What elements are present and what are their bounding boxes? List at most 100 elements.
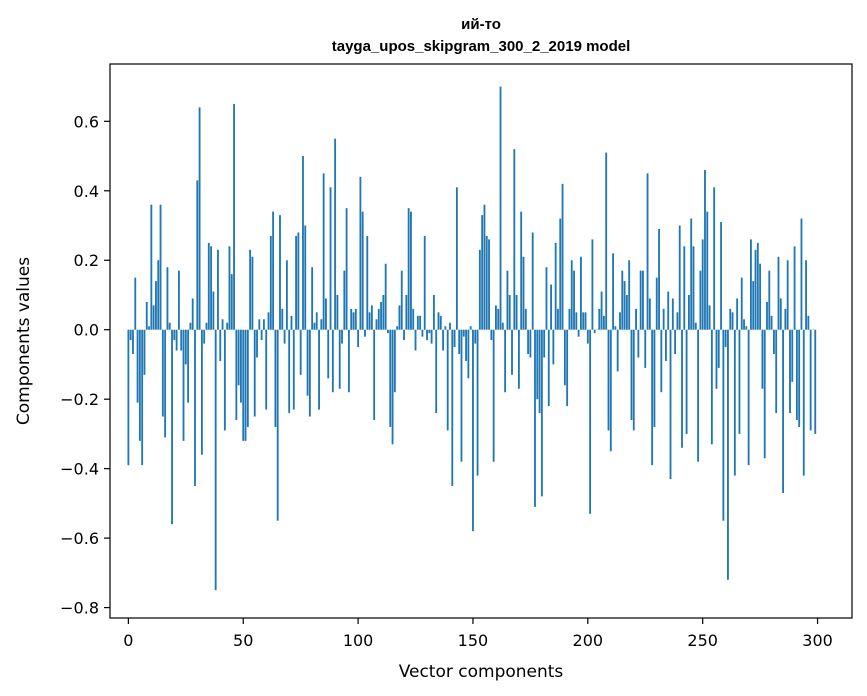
- bar-50: [242, 329, 245, 441]
- bars-group: [127, 86, 817, 591]
- bar-111: [382, 294, 385, 330]
- bar-122: [407, 208, 410, 330]
- bar-247: [694, 322, 697, 330]
- bar-188: [559, 218, 562, 330]
- bar-78: [306, 329, 309, 396]
- bar-36: [210, 246, 212, 330]
- bar-73: [295, 235, 297, 330]
- bar-38: [214, 329, 217, 591]
- bar-248: [697, 329, 700, 462]
- bar-254: [710, 329, 713, 445]
- y-tick-label: 0.0: [74, 321, 99, 340]
- bar-79: [308, 329, 311, 417]
- bar-226: [646, 173, 649, 330]
- bar-164: [504, 329, 507, 393]
- bar-278: [766, 301, 768, 330]
- bar-291: [795, 329, 798, 421]
- bar-98: [352, 312, 355, 330]
- bar-140: [449, 322, 451, 330]
- y-tick-label: 0.4: [74, 182, 99, 201]
- bar-151: [474, 329, 477, 344]
- y-tick-label: −0.2: [60, 390, 99, 409]
- bar-136: [439, 315, 442, 330]
- bar-284: [779, 298, 782, 330]
- bar-112: [384, 263, 387, 330]
- bar-224: [642, 270, 644, 330]
- bar-9: [148, 326, 150, 330]
- bar-215: [621, 270, 624, 330]
- bar-200: [586, 329, 589, 344]
- bar-82: [315, 312, 318, 330]
- bar-173: [524, 308, 527, 330]
- y-tick-label: −0.6: [60, 529, 99, 548]
- bar-187: [557, 308, 559, 330]
- x-tick-label: 50: [233, 631, 253, 650]
- bar-141: [451, 329, 454, 487]
- bar-252: [706, 211, 709, 330]
- bar-154: [481, 215, 484, 330]
- bar-265: [736, 298, 739, 330]
- bar-27: [189, 322, 192, 330]
- bar-4: [136, 329, 139, 403]
- bar-153: [478, 249, 481, 330]
- bar-290: [793, 246, 796, 330]
- bar-52: [246, 329, 249, 427]
- bar-124: [412, 308, 415, 330]
- bar-189: [561, 183, 564, 330]
- bar-44: [228, 246, 231, 330]
- chart-title: ий-то: [461, 16, 501, 33]
- x-axis: 0 50 100 150 200 250 300: [123, 618, 833, 650]
- bar-28: [191, 298, 194, 330]
- bar-123: [410, 211, 412, 330]
- bar-109: [377, 308, 380, 330]
- bar-220: [632, 329, 635, 431]
- bar-121: [405, 294, 408, 330]
- bar-23: [180, 329, 183, 351]
- bar-85: [322, 173, 325, 330]
- bar-42: [223, 329, 226, 431]
- bar-229: [653, 329, 656, 427]
- bar-282: [775, 329, 778, 414]
- bar-107: [373, 329, 376, 421]
- bar-66: [279, 215, 281, 330]
- bar-119: [400, 270, 403, 330]
- bar-24: [182, 329, 185, 441]
- plot-frame: [109, 63, 853, 619]
- bar-157: [488, 239, 490, 330]
- bar-13: [157, 260, 160, 330]
- bar-81: [313, 322, 316, 330]
- bar-237: [671, 298, 674, 330]
- bar-293: [800, 218, 803, 330]
- bar-172: [522, 256, 525, 330]
- bar-22: [178, 270, 180, 330]
- bar-277: [763, 329, 766, 459]
- bar-132: [430, 329, 433, 344]
- bar-149: [469, 326, 472, 330]
- bar-90: [334, 138, 337, 330]
- bar-97: [350, 308, 353, 330]
- bar-88: [329, 187, 332, 330]
- bar-106: [370, 305, 373, 330]
- bar-138: [444, 326, 447, 330]
- bar-102: [361, 211, 364, 330]
- bar-104: [366, 235, 369, 330]
- bar-143: [455, 187, 458, 330]
- bar-236: [669, 329, 672, 480]
- bar-32: [200, 329, 203, 455]
- bar-53: [249, 249, 252, 330]
- bar-84: [320, 319, 323, 330]
- bar-120: [403, 329, 405, 341]
- bar-276: [761, 329, 764, 389]
- bar-74: [297, 232, 300, 330]
- bar-169: [515, 294, 518, 330]
- chart-subtitle: tayga_upos_skipgram_300_2_2019 model: [332, 38, 631, 55]
- bar-160: [495, 305, 497, 330]
- bar-67: [281, 308, 284, 330]
- bar-163: [501, 322, 504, 330]
- bar-8: [145, 301, 148, 330]
- bar-76: [302, 156, 304, 330]
- bar-288: [789, 329, 791, 414]
- bar-223: [639, 270, 642, 330]
- bar-258: [720, 222, 722, 330]
